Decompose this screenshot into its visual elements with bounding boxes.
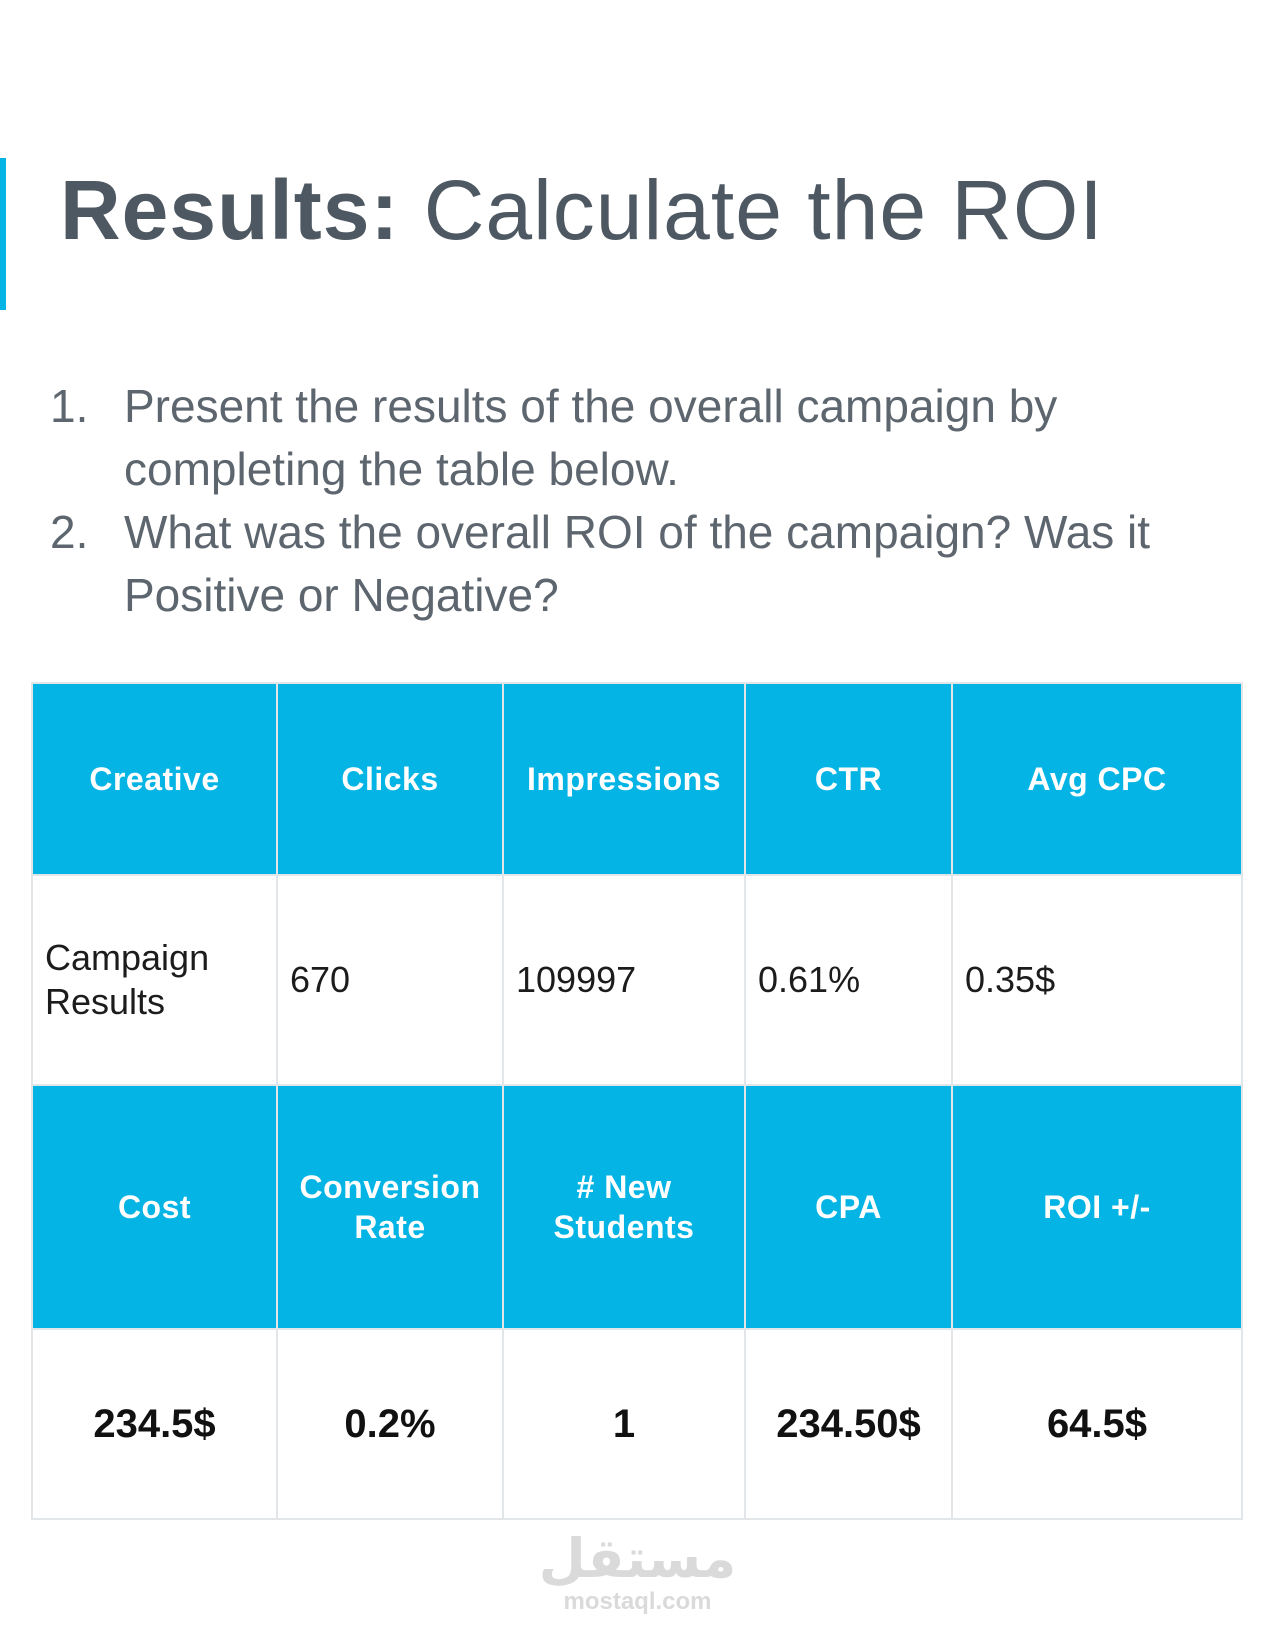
table-header-row: Creative Clicks Impressions CTR Avg CPC [31, 682, 1243, 876]
header-cell-avg-cpc: Avg CPC [951, 682, 1243, 876]
question-text: Present the results of the overall campa… [124, 380, 1058, 495]
table-row: 234.5$ 0.2% 1 234.50$ 64.5$ [31, 1328, 1243, 1520]
question-number: 1. [50, 380, 89, 432]
question-text: What was the overall ROI of the campaign… [124, 506, 1151, 621]
cell-ctr: 0.61% [744, 874, 953, 1086]
campaign-results-table: Creative Clicks Impressions CTR Avg CPC … [31, 682, 1243, 1520]
cell-creative: Campaign Results [31, 874, 278, 1086]
question-number: 2. [50, 506, 89, 558]
page-title-bold: Results: [60, 163, 400, 257]
cell-new-students: 1 [502, 1328, 746, 1520]
cell-cpa: 234.50$ [744, 1328, 953, 1520]
header-cell-conversion-rate: Conversion Rate [276, 1084, 504, 1330]
cell-avg-cpc: 0.35$ [951, 874, 1243, 1086]
page-title-rest: Calculate the ROI [399, 163, 1104, 257]
cell-conversion-rate: 0.2% [276, 1328, 504, 1520]
cell-clicks: 670 [276, 874, 504, 1086]
watermark-url: mostaql.com [563, 1588, 712, 1615]
table-row: Campaign Results 670 109997 0.61% 0.35$ [31, 874, 1243, 1086]
table-header-row: Cost Conversion Rate # New Students CPA … [31, 1084, 1243, 1330]
cell-roi: 64.5$ [951, 1328, 1243, 1520]
header-cell-creative: Creative [31, 682, 278, 876]
watermark-logo: مستقل [538, 1527, 737, 1590]
header-cell-roi: ROI +/- [951, 1084, 1243, 1330]
header-cell-impressions: Impressions [502, 682, 746, 876]
question-item: 2. What was the overall ROI of the campa… [50, 501, 1200, 627]
page-title: Results: Calculate the ROI [60, 160, 1104, 260]
header-cell-cpa: CPA [744, 1084, 953, 1330]
question-list: 1. Present the results of the overall ca… [50, 375, 1200, 627]
watermark: مستقل mostaql.com [0, 1530, 1275, 1616]
cell-cost: 234.5$ [31, 1328, 278, 1520]
header-cell-new-students: # New Students [502, 1084, 746, 1330]
cell-impressions: 109997 [502, 874, 746, 1086]
header-cell-ctr: CTR [744, 682, 953, 876]
header-cell-clicks: Clicks [276, 682, 504, 876]
question-item: 1. Present the results of the overall ca… [50, 375, 1200, 501]
header-cell-cost: Cost [31, 1084, 278, 1330]
title-accent-bar [0, 158, 6, 310]
